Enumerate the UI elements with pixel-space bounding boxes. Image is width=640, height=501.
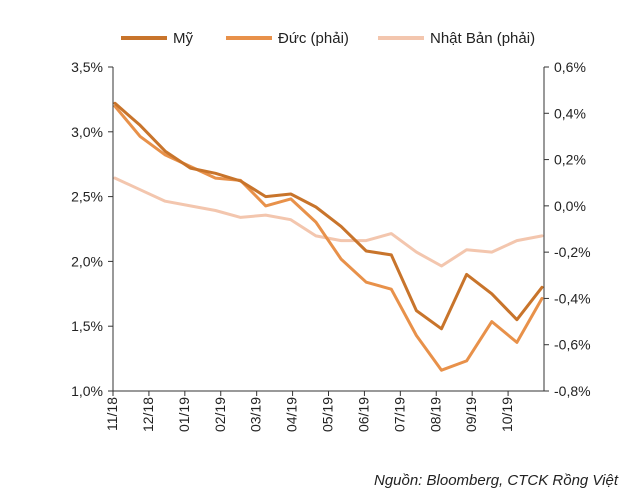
legend: Mỹ Đức (phải) Nhật Bản (phải)	[121, 30, 535, 47]
left-tick-label: 3,5%	[71, 59, 103, 75]
x-tick-label: 10/19	[499, 397, 515, 432]
tick-labels: 1,0% 1,5% 2,0% 2,5% 3,0% 3,5% -0,8% -0,6% -0,4% -…	[71, 59, 591, 432]
left-tick-label: 1,5%	[71, 318, 103, 334]
legend-label: Mỹ	[173, 30, 193, 47]
right-tick-label: 0,4%	[554, 105, 586, 121]
x-tick-label: 11/18	[104, 397, 120, 431]
x-tick-label: 05/19	[320, 397, 336, 432]
left-tick-label: 2,5%	[71, 189, 103, 205]
legend-label: Nhật Bản (phải)	[430, 30, 535, 47]
right-tick-label: -0,4%	[554, 290, 591, 306]
series-lines	[113, 101, 544, 372]
axes	[108, 66, 549, 396]
x-tick-label: 12/18	[140, 397, 156, 432]
x-tick-label: 06/19	[355, 397, 371, 432]
x-tick-label: 02/19	[212, 397, 228, 432]
source-note: Nguồn: Bloomberg, CTCK Rồng Việt	[373, 472, 618, 489]
right-tick-label: -0,8%	[554, 383, 591, 399]
right-tick-label: 0,2%	[554, 152, 586, 168]
series-line-0	[113, 101, 544, 331]
x-tick-label: 03/19	[248, 397, 264, 432]
x-tick-label: 07/19	[391, 397, 407, 432]
x-tick-label: 01/19	[176, 397, 192, 432]
series-line-2	[113, 176, 544, 268]
right-tick-label: -0,6%	[554, 337, 591, 353]
x-tick-label: 09/19	[463, 397, 479, 432]
x-tick-label: 08/19	[427, 397, 443, 432]
legend-label: Đức (phải)	[278, 30, 349, 47]
left-tick-label: 1,0%	[71, 383, 103, 399]
right-tick-label: 0,6%	[554, 59, 586, 75]
left-tick-label: 2,0%	[71, 253, 103, 269]
x-tick-label: 04/19	[284, 397, 300, 432]
series-line-1	[113, 104, 544, 372]
right-tick-label: 0,0%	[554, 198, 586, 214]
right-tick-label: -0,2%	[554, 244, 591, 260]
left-tick-label: 3,0%	[71, 124, 103, 140]
